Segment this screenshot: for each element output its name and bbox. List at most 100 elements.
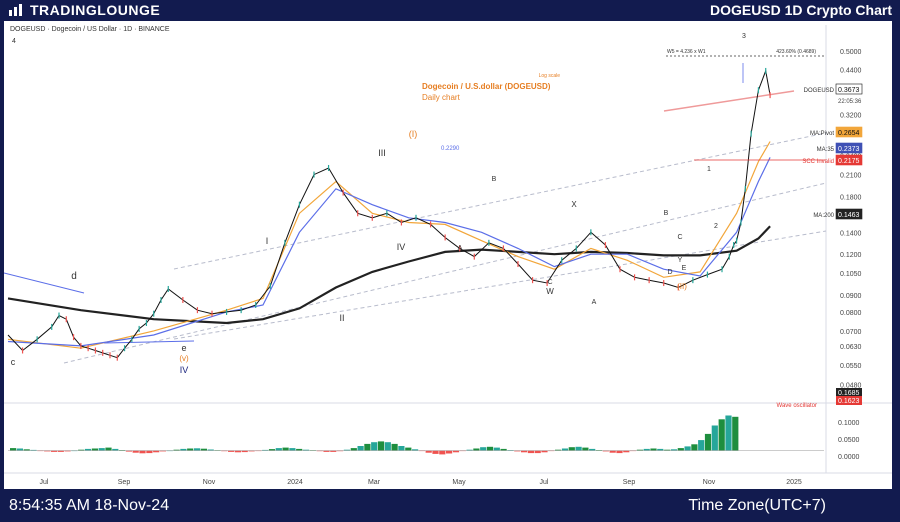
peak-value-label: 0.2290 <box>441 146 460 152</box>
oscillator-bar <box>139 450 146 454</box>
oscillator-bar <box>234 450 241 453</box>
oscillator-bar <box>187 448 194 451</box>
y-tick-label: 0.3200 <box>840 113 862 120</box>
oscillator-bar <box>30 449 37 451</box>
oscillator-bar <box>364 443 371 451</box>
chart-title: DOGEUSD 1D Crypto Chart <box>709 2 892 18</box>
wave-label: (I) <box>409 129 418 139</box>
price-label-name: SCC Invalid <box>802 159 834 165</box>
oscillator-bar <box>357 446 364 451</box>
chart-label-title: Dogecoin / U.S.dollar (DOGEUSD) <box>422 82 551 91</box>
oscillator-bar <box>548 450 555 452</box>
oscillator-bar <box>37 450 44 452</box>
wave-label: A <box>458 245 463 252</box>
wave-label: (II) <box>677 282 687 291</box>
wave-label: Y <box>678 257 683 264</box>
oscillator-bar <box>50 450 58 452</box>
oscillator-bar <box>64 450 71 452</box>
oscillator-bar <box>262 449 269 451</box>
oscillator-bar <box>636 449 643 451</box>
oscillator-bar <box>521 450 528 453</box>
oscillator-bar <box>296 448 303 451</box>
oscillator-bar <box>623 450 630 453</box>
oscillator-bar <box>616 450 623 454</box>
oscillator-bar <box>84 448 92 451</box>
oscillator-bar <box>691 444 698 451</box>
chart-svg[interactable]: 0.50000.44000.38000.32000.28000.24000.21… <box>3 21 892 489</box>
wedge-line-lower <box>103 340 195 344</box>
x-tick-label: 2025 <box>786 479 802 486</box>
oscillator-bar <box>561 448 569 451</box>
oscillator-bar <box>330 450 337 452</box>
wave-label: E <box>682 265 687 272</box>
wave-label: c <box>11 357 16 367</box>
oscillator-bar <box>268 449 276 451</box>
x-tick-label: Jul <box>40 479 49 486</box>
oscillator-bar <box>480 447 487 451</box>
oscillator-bar <box>698 440 705 451</box>
oscillator-bar <box>582 447 589 451</box>
oscillator-tick-label: 0.1000 <box>838 420 860 427</box>
oscillator-bar <box>589 448 596 451</box>
wave-label: W <box>546 287 554 296</box>
wave-label: C <box>677 234 682 241</box>
y-tick-label: 0.1800 <box>840 195 862 202</box>
series-line-ma-pivot <box>7 141 771 349</box>
price-label-value: 0.3673 <box>838 87 860 94</box>
price-label-name: MA:Pivot <box>810 131 834 137</box>
wave-label: D <box>667 269 672 276</box>
y-tick-label: 0.0480 <box>840 383 862 390</box>
price-label-value: 0.2175 <box>838 158 860 165</box>
header-bar: TRADINGLOUNGE DOGEUSD 1D Crypto Chart <box>0 0 900 20</box>
wave-label: IV <box>397 242 406 252</box>
oscillator-bar <box>473 448 480 451</box>
oscillator-bar <box>459 450 466 452</box>
oscillator-bar <box>180 448 187 451</box>
wave-label: B <box>492 176 497 183</box>
oscillator-bar <box>602 450 609 452</box>
footer-bar: 8:54:35 AM 18-Nov-24 Time Zone(UTC+7) <box>0 489 900 522</box>
price-label-countdown: 22:05:36 <box>838 99 862 105</box>
x-tick-label: Sep <box>623 479 636 486</box>
wedge-line-upper <box>3 272 85 294</box>
oscillator-bar <box>643 448 650 451</box>
oscillator-bar <box>337 450 344 452</box>
price-label-box <box>835 208 863 220</box>
oscillator-bar <box>207 449 214 451</box>
wave-label: e <box>181 343 186 353</box>
oscillator-bar <box>391 443 398 451</box>
wave-label: III <box>378 148 386 158</box>
wave-label: C <box>547 279 552 286</box>
brand-name: TRADINGLOUNGE <box>30 2 160 18</box>
price-label-name: MA:200 <box>813 213 834 219</box>
oscillator-bar <box>670 449 678 451</box>
log-scale-label: Log scale <box>539 73 561 79</box>
oscillator-bar <box>405 447 412 451</box>
target-label: W5 = 4.236 x W1 <box>667 49 706 55</box>
oscillator-bar <box>650 448 657 451</box>
oscillator-bar <box>527 450 534 454</box>
oscillator-bar <box>146 450 153 454</box>
oscillator-bar <box>105 447 112 451</box>
wave-label: I <box>266 236 269 246</box>
brand-logo: TRADINGLOUNGE <box>8 1 160 19</box>
oscillator-bar <box>91 448 98 451</box>
chart-panel: 0.50000.44000.38000.32000.28000.24000.21… <box>3 21 892 489</box>
price-label-box <box>835 142 863 154</box>
oscillator-bar <box>316 450 323 452</box>
wave-label: 1 <box>707 166 711 173</box>
wave-label: B <box>664 210 669 217</box>
oscillator-bar <box>343 449 350 451</box>
oscillator-label: Wave oscillator <box>777 403 817 409</box>
oscillator-bar <box>303 449 310 451</box>
oscillator-bar <box>132 450 139 453</box>
oscillator-bar <box>534 450 541 454</box>
oscillator-bar <box>16 448 23 451</box>
oscillator-bar <box>248 450 255 452</box>
y-tick-label: 0.4400 <box>840 67 862 74</box>
price-label-value: 0.1463 <box>838 212 860 219</box>
oscillator-bar <box>98 448 105 451</box>
mid-channel-line <box>63 182 827 364</box>
series-line-ma-200 <box>7 225 771 325</box>
price-label-name: MA:35 <box>817 147 835 153</box>
